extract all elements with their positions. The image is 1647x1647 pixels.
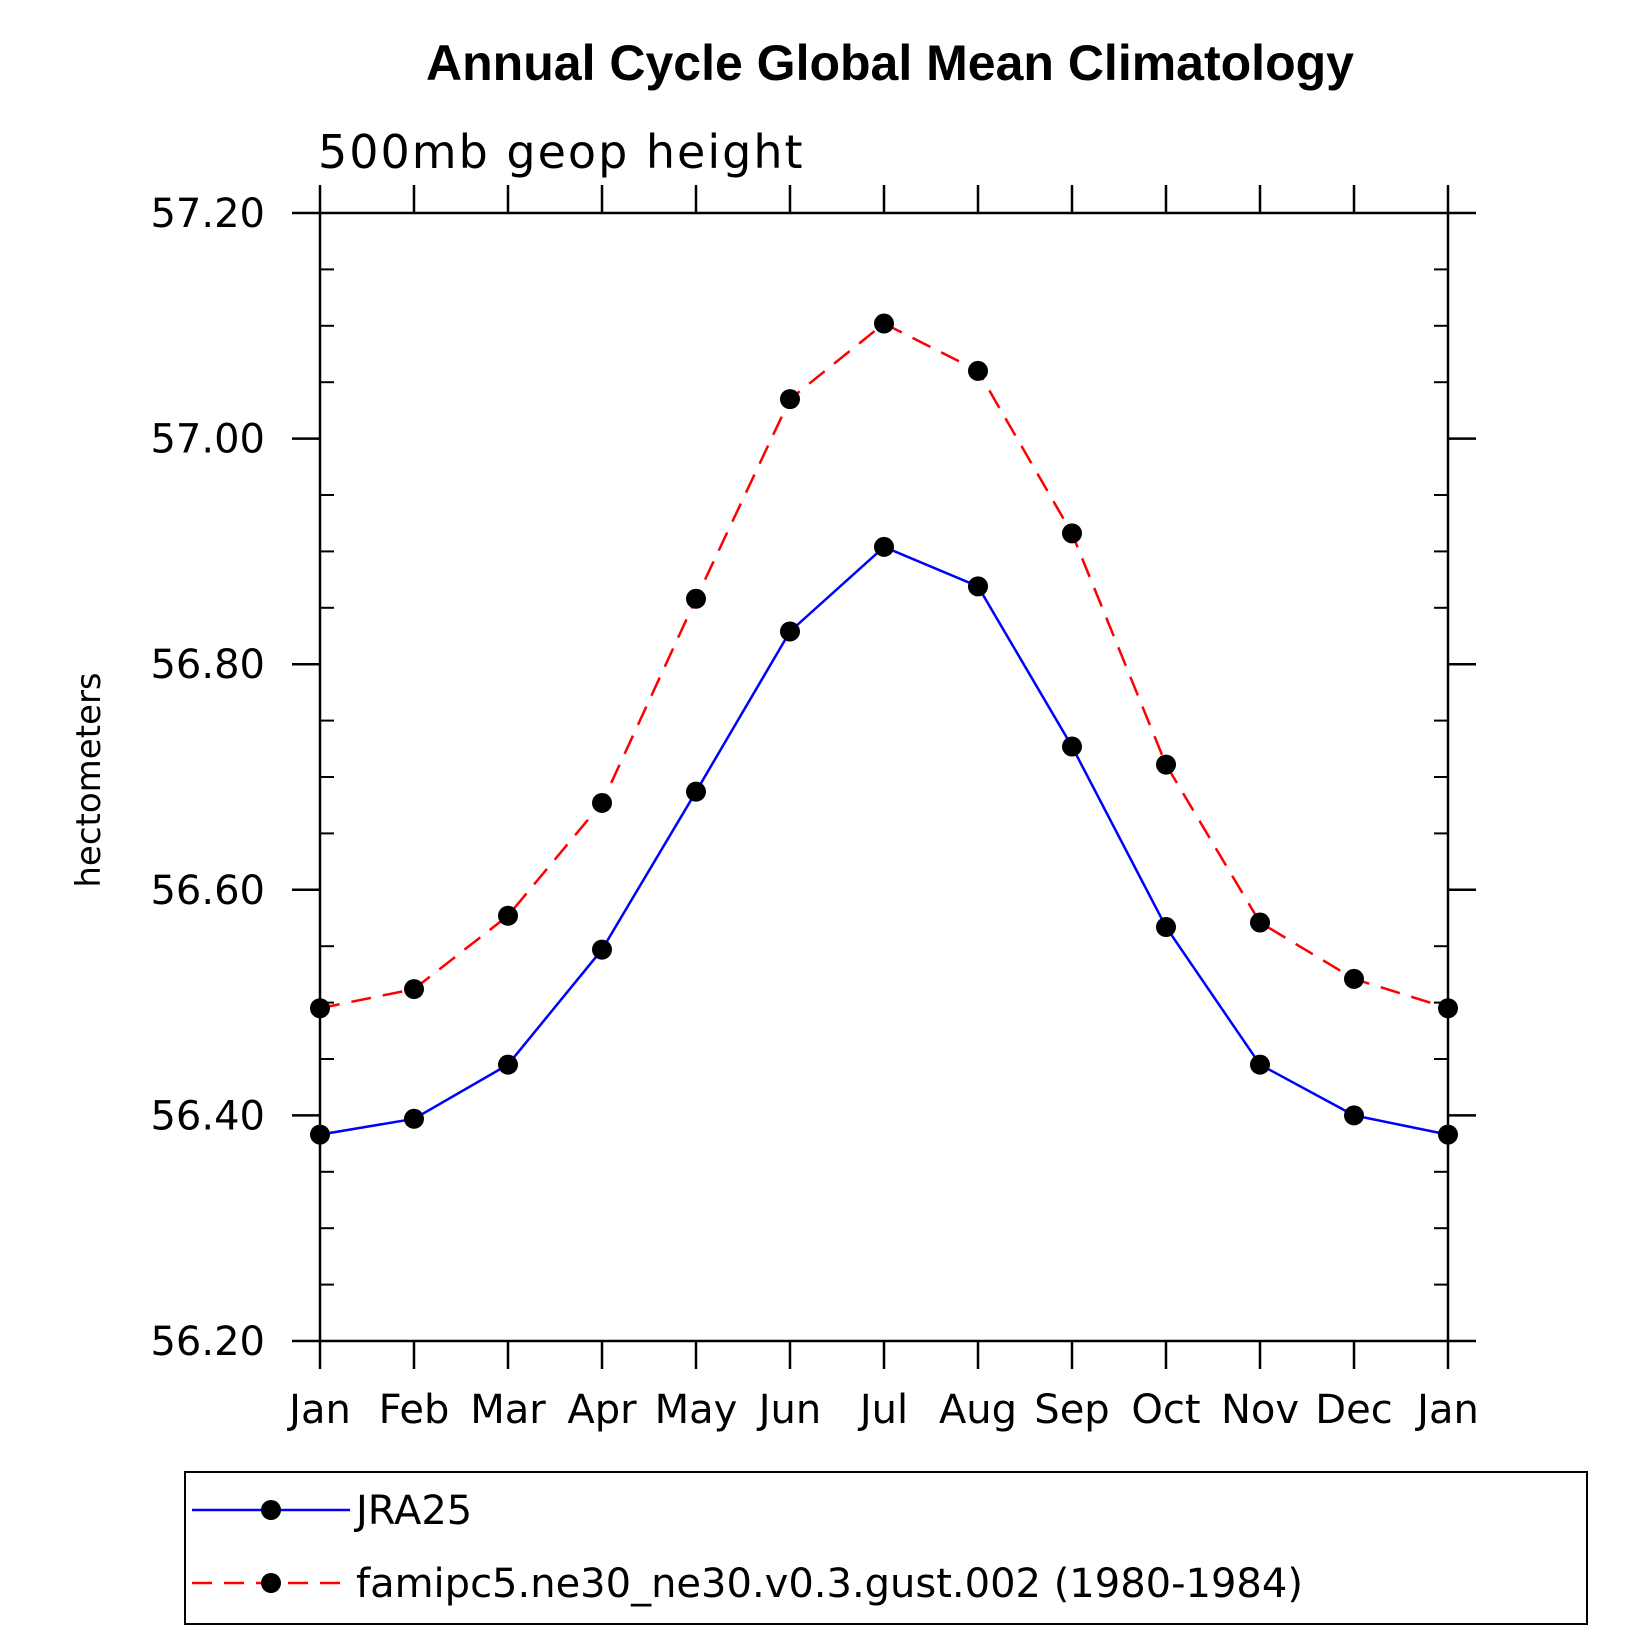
data-point (1250, 912, 1270, 933)
x-tick-labels: Jan Feb Mar Apr May Jun Jul Aug Sep Oct Nov Dec Jan (286, 1387, 1479, 1433)
plot-frame (318, 211, 1450, 1343)
data-point (310, 1124, 330, 1145)
legend-marker (261, 1573, 281, 1593)
y-axis-label: hectometers (69, 672, 109, 887)
x-tick-label: May (655, 1387, 738, 1433)
data-point (1156, 917, 1176, 938)
data-point (592, 792, 612, 813)
legend-marker (261, 1500, 281, 1520)
legend-entries: JRA25 famipc5.ne30_ne30.v0.3.gust.002 (19… (192, 1488, 1303, 1607)
y-tick-labels: 56.20 56.40 56.60 56.80 57.00 57.20 (150, 191, 265, 1365)
data-point (1344, 968, 1364, 989)
data-point (1344, 1105, 1364, 1126)
y-tick-label: 57.20 (150, 191, 265, 237)
x-tick-label: Sep (1034, 1387, 1109, 1433)
x-tick-label: Dec (1315, 1387, 1392, 1433)
series-layer (310, 313, 1458, 1145)
data-point (404, 1108, 424, 1129)
x-tick-label: Jul (857, 1387, 908, 1433)
x-tick-label: Jun (756, 1387, 822, 1433)
chart-title: Annual Cycle Global Mean Climatology (426, 35, 1354, 91)
data-point (592, 939, 612, 960)
data-point (1250, 1054, 1270, 1075)
legend: JRA25 famipc5.ne30_ne30.v0.3.gust.002 (19… (184, 1471, 1588, 1625)
y-tick-label: 56.40 (150, 1093, 265, 1139)
y-tick-label: 56.20 (150, 1319, 265, 1365)
x-tick-label: Nov (1221, 1387, 1299, 1433)
x-tick-label: Oct (1131, 1387, 1200, 1433)
x-tick-label: Jan (286, 1387, 351, 1433)
legend-label-0: JRA25 (353, 1488, 472, 1534)
series-line-1 (319, 322, 1449, 1010)
data-point (404, 979, 424, 1000)
legend-box (184, 1471, 1588, 1625)
x-tick-label: Apr (567, 1387, 637, 1433)
data-point (780, 621, 800, 642)
data-point (310, 998, 330, 1019)
y-tick-label: 56.80 (150, 642, 265, 688)
data-point (1438, 1124, 1458, 1145)
series-line-0 (319, 545, 1449, 1136)
y-tick-label: 57.00 (150, 417, 265, 463)
data-point (686, 781, 706, 802)
data-point (498, 1054, 518, 1075)
data-point (686, 588, 706, 609)
data-point (968, 576, 988, 597)
x-tick-label: Jan (1414, 1387, 1479, 1433)
data-point (1156, 754, 1176, 775)
data-point (1438, 998, 1458, 1019)
axis-ticks (292, 185, 1476, 1369)
x-tick-label: Aug (939, 1387, 1017, 1433)
x-tick-label: Feb (379, 1387, 450, 1433)
data-point (1062, 736, 1082, 757)
data-point (874, 313, 894, 334)
chart-subtitle: 500mb geop height (318, 125, 805, 179)
data-point (498, 905, 518, 926)
y-tick-label: 56.60 (150, 868, 265, 914)
data-point (1062, 523, 1082, 544)
data-point (780, 389, 800, 410)
data-point (874, 536, 894, 557)
x-tick-label: Mar (470, 1387, 546, 1433)
data-point (968, 360, 988, 381)
legend-label-1: famipc5.ne30_ne30.v0.3.gust.002 (1980-19… (356, 1561, 1303, 1607)
